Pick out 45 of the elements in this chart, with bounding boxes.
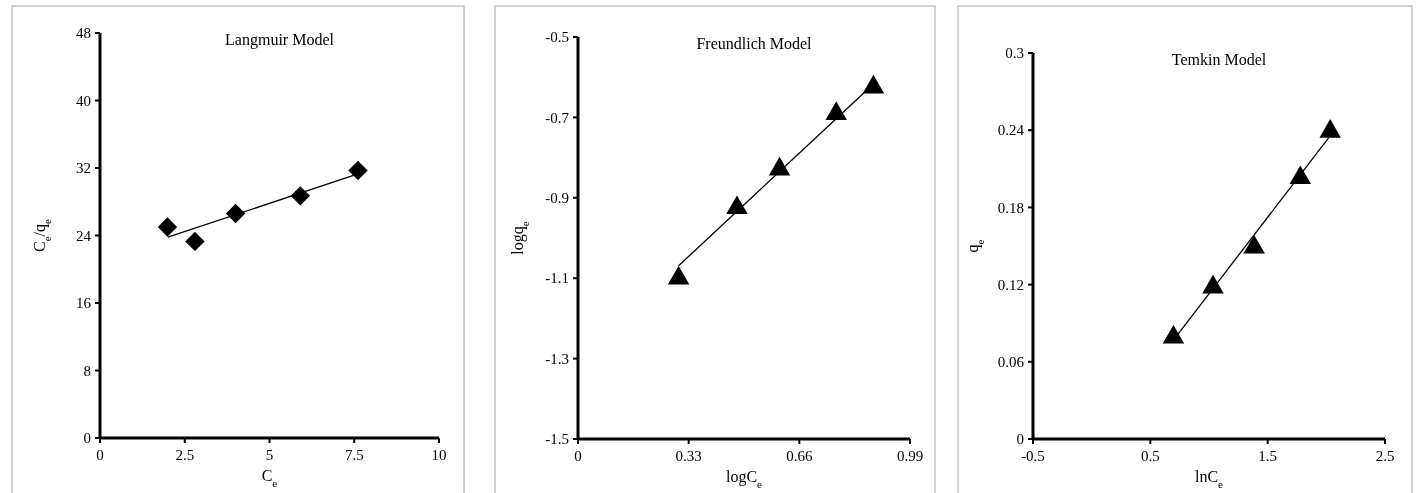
y-tick-label: 8 (83, 362, 91, 379)
y-tick-label: 0.3 (1005, 45, 1024, 62)
x-axis-title: C$_{e}$ (261, 467, 278, 489)
y-tick-label: 0 (83, 430, 91, 447)
chart-title: Temkin Model (1171, 51, 1267, 68)
y-tick-label: -1.3 (545, 350, 569, 367)
x-axis-title: lnC$_{e}$ (1194, 468, 1224, 490)
y-tick-label: 0.24 (997, 122, 1025, 139)
y-tick-label: -0.9 (545, 190, 569, 207)
y-tick-label: 0.12 (997, 276, 1024, 293)
y-tick-label: 32 (76, 160, 91, 177)
x-tick-label: 0 (96, 447, 104, 463)
y-tick-label: 16 (76, 295, 92, 312)
y-tick-label: -0.7 (545, 109, 570, 126)
point (290, 186, 311, 206)
y-tick-label: 24 (76, 227, 92, 244)
x-tick-label: 7.5 (344, 447, 364, 463)
x-tick-label: -0.5 (1021, 448, 1045, 464)
point (825, 101, 847, 120)
y-tick-label: 0.06 (997, 354, 1025, 371)
chart-title: Freundlich Model (696, 35, 813, 52)
point (157, 217, 178, 237)
y-tick-label: -0.5 (545, 29, 569, 46)
y-tick-label: 0.18 (997, 199, 1024, 216)
x-tick-label: 2.5 (175, 447, 195, 463)
x-tick-label: 0.66 (786, 448, 813, 464)
x-tick-label: 10 (431, 447, 447, 463)
x-tick-label: 5 (265, 447, 274, 463)
point (726, 195, 748, 215)
y-tick-label: 0 (1016, 431, 1024, 448)
x-axis-title: logC$_{e}$ (725, 468, 763, 490)
point (348, 160, 368, 181)
x-tick-label: 0.33 (675, 448, 702, 464)
point (667, 265, 690, 285)
chart-title: Langmuir Model (225, 31, 335, 49)
y-tick-label: 40 (76, 92, 91, 109)
y-tick-label: -1.1 (545, 270, 569, 287)
x-tick-label: 2.5 (1375, 448, 1395, 464)
x-tick-label: 0.5 (1140, 448, 1160, 464)
point (185, 231, 205, 252)
x-tick-label: 0 (574, 448, 582, 464)
y-tick-label: -1.5 (545, 431, 569, 448)
y-tick-label: 48 (76, 25, 91, 42)
x-tick-label: 0.99 (896, 448, 924, 464)
x-tick-label: 1.5 (1258, 448, 1278, 464)
